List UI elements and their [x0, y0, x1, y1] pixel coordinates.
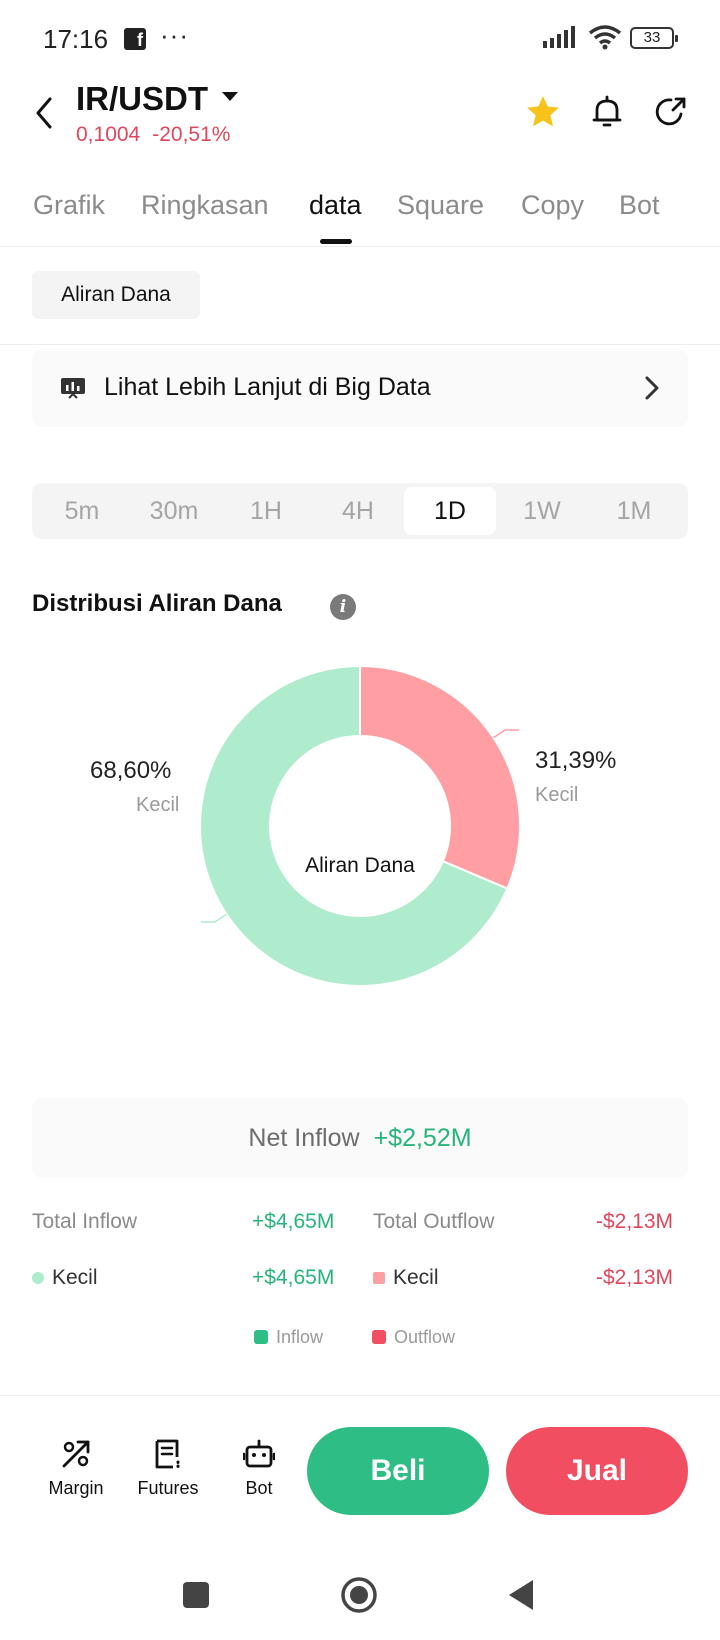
legend-inflow: Inflow: [254, 1327, 323, 1348]
divider: [0, 344, 720, 345]
price-change: -20,51%: [152, 123, 231, 146]
margin-label: Margin: [48, 1478, 104, 1498]
big-data-link-label: Lihat Lebih Lanjut di Big Data: [104, 373, 431, 401]
legend-outflow-swatch: [372, 1330, 386, 1344]
inflow-small-row: Kecil: [32, 1266, 98, 1290]
chevron-right-icon: [645, 376, 659, 400]
battery-icon: 33: [630, 27, 678, 49]
status-time: 17:16: [43, 24, 109, 54]
bell-icon[interactable]: [587, 92, 627, 132]
timeframe-1m[interactable]: 1M: [616, 497, 652, 525]
robot-icon: [243, 1439, 275, 1468]
tab-bar: Grafik Ringkasan data Square Copy Bot: [0, 175, 720, 247]
home-circle-icon[interactable]: [340, 1576, 378, 1614]
price-row: 0,1004 -20,51%: [76, 123, 242, 147]
timeframe-5m[interactable]: 5m: [64, 497, 100, 525]
outflow-slice-label: Kecil: [535, 784, 579, 806]
inflow-leader-line: [200, 913, 227, 923]
outflow-square: [373, 1272, 385, 1285]
net-inflow-value: +$2,52M: [373, 1124, 472, 1152]
tab-square[interactable]: Square: [397, 190, 485, 220]
inflow-dot: [32, 1272, 44, 1285]
total-inflow-label: Total Inflow: [32, 1210, 138, 1233]
presentation-chart-icon: [61, 378, 85, 399]
back-arrow-icon[interactable]: [30, 93, 60, 133]
tab-copy[interactable]: Copy: [521, 190, 585, 220]
timeframe-selector: 5m 30m 1H 4H 1D 1W 1M: [32, 483, 688, 539]
filter-chip-aliran-dana[interactable]: Aliran Dana: [32, 271, 200, 319]
active-tab-indicator: [320, 239, 352, 244]
legend-outflow-label: Outflow: [394, 1327, 456, 1347]
share-icon[interactable]: [651, 92, 691, 132]
tab-grafik[interactable]: Grafik: [33, 190, 106, 220]
sell-button[interactable]: Jual: [506, 1427, 688, 1515]
timeframe-1w[interactable]: 1W: [523, 497, 561, 525]
outflow-small-label: Kecil: [393, 1266, 439, 1289]
timeframe-1h[interactable]: 1H: [250, 497, 282, 525]
bot-label: Bot: [245, 1478, 273, 1498]
inflow-small-label: Kecil: [52, 1266, 98, 1289]
margin-icon: [62, 1440, 90, 1468]
fund-flow-donut-chart: [199, 664, 521, 987]
buy-button[interactable]: Beli: [307, 1427, 489, 1515]
outflow-leader-line: [493, 729, 520, 739]
status-bar: 17:16 f ··· 33: [0, 0, 720, 80]
bot-button[interactable]: Bot: [219, 1438, 299, 1499]
system-nav-bar: [0, 1540, 720, 1640]
big-data-link[interactable]: Lihat Lebih Lanjut di Big Data: [32, 349, 688, 427]
legend-outflow: Outflow: [372, 1327, 455, 1348]
more-notifications-icon: ···: [160, 20, 189, 50]
total-outflow-value: -$2,13M: [596, 1210, 674, 1233]
inflow-slice-label: Kecil: [136, 794, 180, 816]
inflow-small-value: +$4,65M: [252, 1266, 335, 1289]
legend-inflow-swatch: [254, 1330, 268, 1344]
pair-selector[interactable]: IR/USDT: [76, 80, 208, 117]
outflow-small-row: Kecil: [373, 1266, 439, 1290]
futures-button[interactable]: Futures: [128, 1438, 208, 1499]
last-price: 0,1004: [76, 123, 141, 146]
donut-center-label: Aliran Dana: [305, 854, 415, 877]
inflow-slice: [199, 664, 509, 987]
tab-bot[interactable]: Bot: [619, 190, 660, 220]
timeframe-1d[interactable]: 1D: [404, 487, 496, 535]
wifi-icon: [588, 25, 622, 50]
tab-ringkasan[interactable]: Ringkasan: [141, 190, 269, 220]
futures-icon: [155, 1439, 180, 1469]
net-inflow-label: Net Inflow: [248, 1124, 360, 1152]
total-outflow-label: Total Outflow: [373, 1210, 495, 1233]
margin-button[interactable]: Margin: [36, 1438, 116, 1499]
bottom-action-bar: Margin Futures Bot Beli Jual: [0, 1395, 720, 1515]
tab-data[interactable]: data: [309, 190, 362, 220]
outflow-percent-label: 31,39%: [535, 747, 617, 774]
total-inflow-value: +$4,65M: [252, 1210, 335, 1233]
pair-header: IR/USDT 0,1004 -20,51%: [0, 75, 720, 165]
caret-down-icon[interactable]: [222, 92, 238, 101]
net-inflow-card: Net Inflow +$2,52M: [32, 1098, 688, 1178]
star-icon[interactable]: [523, 92, 563, 132]
info-icon[interactable]: i: [330, 594, 356, 620]
signal-icon: [543, 26, 575, 48]
inflow-percent-label: 68,60%: [90, 757, 172, 784]
back-triangle-icon[interactable]: [506, 1578, 536, 1612]
facebook-icon: f: [124, 28, 146, 50]
section-title: Distribusi Aliran Dana: [32, 590, 282, 617]
outflow-slice: [359, 664, 521, 890]
timeframe-4h[interactable]: 4H: [342, 497, 374, 525]
recent-apps-square-icon[interactable]: [181, 1580, 211, 1610]
legend-inflow-label: Inflow: [276, 1327, 324, 1347]
outflow-small-value: -$2,13M: [596, 1266, 674, 1289]
futures-label: Futures: [137, 1478, 199, 1498]
timeframe-30m[interactable]: 30m: [149, 497, 199, 525]
